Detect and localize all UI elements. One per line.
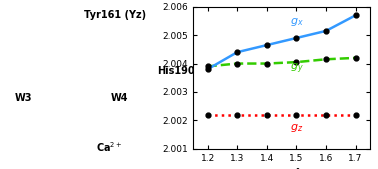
Text: Ca$^{2+}$: Ca$^{2+}$	[96, 140, 123, 154]
Text: $g_x$: $g_x$	[291, 16, 304, 28]
Text: W4: W4	[111, 93, 129, 103]
X-axis label: O···H (Å): O···H (Å)	[256, 168, 307, 169]
Text: $g_z$: $g_z$	[291, 122, 304, 134]
Text: Tyr161 (Yz): Tyr161 (Yz)	[84, 10, 146, 20]
Text: His190: His190	[157, 66, 195, 76]
Text: $g_y$: $g_y$	[291, 62, 304, 76]
Text: W3: W3	[15, 93, 32, 103]
